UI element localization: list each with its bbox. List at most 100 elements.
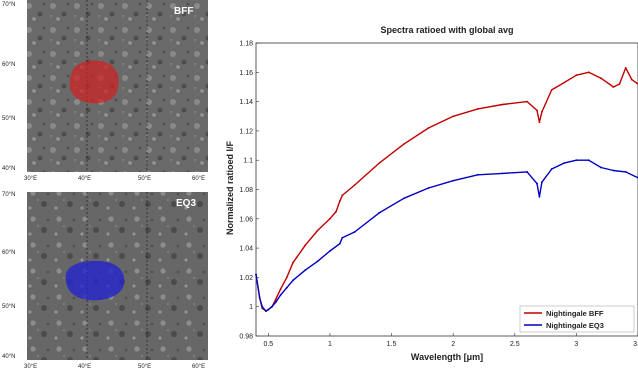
lon-tick: 50°E [138, 364, 152, 370]
region-bff [69, 60, 119, 104]
data-point [285, 286, 288, 289]
data-point [335, 210, 337, 213]
lat-tick: 70°N [2, 192, 16, 198]
y-tick-label: 1.18 [239, 41, 253, 48]
y-tick-label: 1.12 [239, 128, 253, 135]
data-point [338, 200, 341, 203]
data-point [427, 127, 430, 129]
map-label: EQ3 [176, 198, 197, 209]
data-point [338, 242, 341, 245]
data-point [563, 81, 565, 84]
data-point [274, 301, 277, 304]
data-point [476, 108, 479, 110]
y-tick-label: 1.16 [239, 70, 253, 77]
data-point [267, 308, 270, 311]
data-point [587, 159, 590, 162]
region-eq3 [65, 260, 125, 301]
lon-tick: 40°E [78, 364, 92, 370]
data-point [378, 162, 381, 165]
data-point [536, 109, 538, 112]
data-point [316, 229, 319, 232]
lon-tick: 60°E [192, 176, 206, 182]
data-point [550, 89, 553, 91]
data-point [612, 169, 615, 172]
x-tick-label: 3 [574, 341, 578, 348]
data-point [624, 67, 627, 69]
data-point [329, 250, 331, 252]
data-point [476, 173, 479, 176]
x-tick-label: 3.5 [633, 341, 638, 348]
data-point [501, 172, 504, 175]
data-point [353, 184, 356, 187]
lat-tick: 60°N [2, 250, 16, 256]
data-point [403, 197, 405, 200]
data-point [600, 166, 602, 169]
data-point [536, 182, 538, 185]
data-point [341, 194, 344, 197]
series-line-bff [255, 67, 638, 312]
data-point [292, 279, 294, 282]
data-point [265, 310, 267, 312]
data-point [538, 121, 541, 123]
data-point [526, 100, 528, 103]
y-tick-label: 1.04 [239, 246, 253, 253]
lon-tick: 50°E [138, 176, 152, 182]
data-point [630, 78, 633, 81]
chart-title: Spectra ratioed with global avg [380, 25, 513, 35]
data-point [304, 269, 307, 271]
y-tick-label: 1 [249, 304, 253, 311]
x-tick-label: 1.5 [387, 341, 397, 348]
y-tick-label: 1.1 [243, 158, 253, 165]
data-point [274, 298, 277, 301]
data-point [329, 217, 331, 220]
legend-label-bff: Nightingale BFF [546, 309, 604, 318]
y-tick-label: 1.02 [239, 275, 253, 282]
data-point [353, 231, 356, 233]
data-point [316, 260, 319, 263]
legend-label-eq3: Nightingale EQ3 [546, 321, 604, 330]
x-tick-label: 2 [451, 341, 455, 348]
y-tick-label: 1.06 [239, 216, 253, 223]
data-point [279, 288, 282, 290]
data-point [575, 74, 578, 77]
x-axis-label: Wavelength [μm] [411, 352, 483, 362]
data-point [538, 195, 541, 198]
data-point [261, 305, 264, 308]
map-image-bff [27, 0, 208, 172]
lat-tick: 40°N [2, 166, 16, 172]
x-tick-label: 2.5 [510, 341, 520, 348]
spectra-chart: Spectra ratioed with global avg Normaliz… [225, 25, 638, 362]
data-point [600, 77, 602, 80]
data-point [526, 171, 528, 173]
data-point [427, 187, 430, 189]
lon-tick: 30°E [24, 176, 38, 182]
legend: Nightingale BFF Nightingale EQ3 [519, 305, 635, 333]
data-point [587, 71, 590, 74]
data-point [279, 294, 282, 296]
map-image-eq3 [27, 192, 208, 360]
data-point [341, 236, 344, 239]
data-point [403, 143, 405, 146]
data-point [452, 179, 455, 182]
legend-box [519, 305, 635, 333]
data-point [378, 212, 381, 214]
data-point [618, 83, 621, 85]
map-panel-eq3: EQ3 70°N 60°N 50°N 40°N 30°E 40°E 50°E 6… [0, 188, 208, 374]
lon-tick: 30°E [24, 364, 38, 370]
y-axis-label: Normalized ratioed I/F [225, 140, 235, 235]
data-point [501, 103, 504, 106]
data-point [258, 297, 261, 299]
plot-frame [255, 42, 638, 337]
lon-tick: 60°E [192, 364, 206, 370]
data-point [575, 159, 578, 162]
data-point [285, 276, 288, 279]
data-point [624, 171, 627, 173]
y-tick-label: 1.08 [239, 187, 253, 194]
data-point [271, 305, 273, 308]
data-point [541, 111, 543, 113]
data-point [255, 273, 257, 276]
lat-tick: 60°N [2, 62, 16, 68]
data-point [563, 162, 565, 165]
data-point [452, 115, 455, 118]
lon-tick: 40°E [78, 176, 92, 182]
